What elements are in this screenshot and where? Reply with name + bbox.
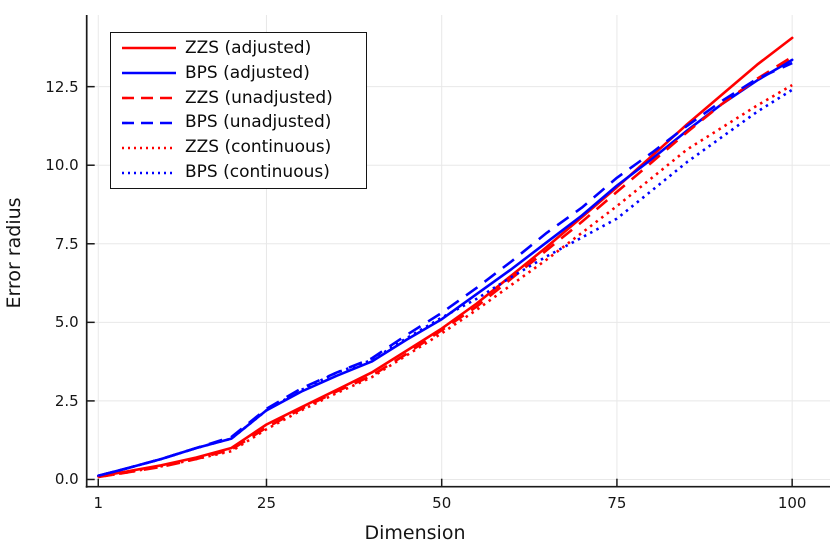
legend-line-sample-dashed-blue-icon [122, 121, 176, 125]
y-tick-label: 0.0 [54, 470, 79, 489]
y-tick-label: 2.5 [54, 391, 79, 410]
legend-line-sample-dotted-red-icon [122, 146, 176, 150]
legend-label: BPS (unadjusted) [185, 112, 332, 133]
legend-item-bps-unadjusted: BPS (unadjusted) [120, 111, 360, 136]
x-axis-title: Dimension [364, 522, 466, 544]
legend-item-zzs-adjusted: ZZS (adjusted) [120, 36, 360, 61]
x-tick-label: 100 [777, 493, 807, 512]
legend-label: ZZS (unadjusted) [185, 87, 333, 108]
legend-label: BPS (adjusted) [185, 62, 310, 83]
legend-label: BPS (continuous) [185, 162, 330, 183]
legend-line-sample-solid-red-icon [122, 47, 176, 50]
y-tick-label: 10.0 [45, 156, 79, 175]
series-line-3 [97, 61, 793, 477]
x-tick-label: 75 [607, 493, 627, 512]
legend-item-zzs-continuous: ZZS (continuous) [120, 135, 360, 160]
series-line-2 [98, 55, 793, 479]
x-tick-label: 25 [256, 493, 277, 512]
legend-item-zzs-unadjusted: ZZS (unadjusted) [120, 86, 360, 111]
x-tick-label: 50 [432, 493, 452, 512]
legend-item-bps-continuous: BPS (continuous) [120, 160, 360, 185]
y-tick-label: 12.5 [45, 77, 79, 96]
legend-label: ZZS (continuous) [185, 137, 332, 158]
legend-item-bps-adjusted: BPS (adjusted) [120, 61, 360, 86]
x-tick-label: 1 [93, 493, 104, 512]
legend-line-sample-dashed-red-icon [122, 96, 176, 100]
y-tick-label: 7.5 [54, 234, 79, 253]
legend: ZZS (adjusted) BPS (adjusted) ZZS (unadj… [110, 32, 367, 189]
legend-line-sample-solid-blue-icon [122, 71, 176, 75]
series-line-5 [97, 88, 793, 477]
legend-label: ZZS (adjusted) [185, 37, 312, 58]
y-tick-label: 5.0 [54, 313, 79, 332]
y-axis-title: Error radius [3, 197, 25, 309]
legend-line-sample-dotted-blue-icon [122, 171, 176, 174]
